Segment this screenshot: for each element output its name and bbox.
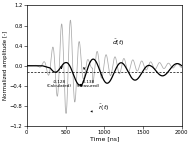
Y-axis label: Normalized amplitude [-]: Normalized amplitude [-] — [3, 31, 8, 100]
X-axis label: Time [ns]: Time [ns] — [89, 137, 119, 142]
Text: -0.128
(Calculated): -0.128 (Calculated) — [47, 80, 72, 88]
Text: -0.138
(Measured): -0.138 (Measured) — [77, 80, 100, 88]
Text: $\bar{r}(t)$: $\bar{r}(t)$ — [91, 103, 109, 113]
Text: $\bar{d}(t)$: $\bar{d}(t)$ — [112, 37, 125, 48]
